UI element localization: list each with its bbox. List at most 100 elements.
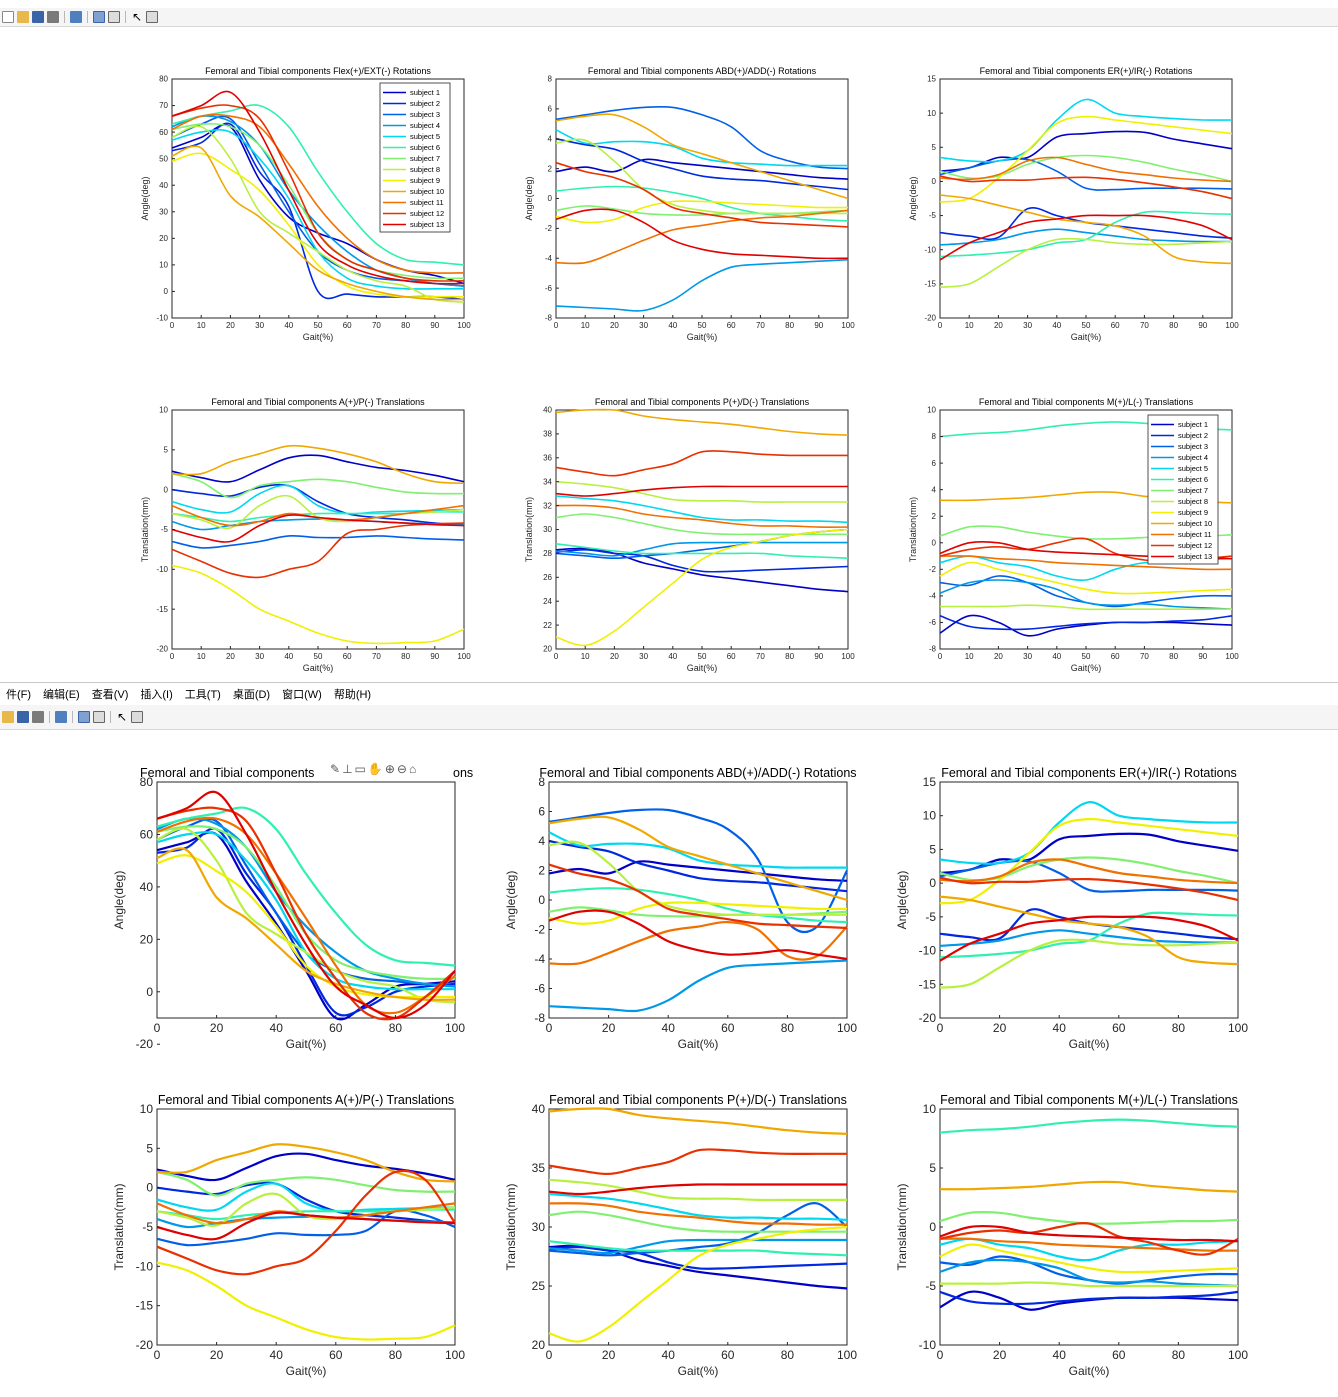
series-line-10: [939, 895, 1239, 966]
zoom-out-icon[interactable]: ⊖: [396, 762, 407, 776]
series-line-8: [171, 125, 465, 303]
print-icon[interactable]: [47, 11, 59, 23]
series-line-4: [555, 541, 848, 557]
series-line-2: [555, 548, 849, 573]
series-line-6: [548, 1240, 848, 1257]
menu-window[interactable]: 窗口(W): [282, 689, 322, 701]
chart-title: Femoral and Tibial components P(+)/D(-) …: [549, 1093, 847, 1107]
figure-window-top: ↖ 0 10 20 30 40 50 60 70 80 90 100 -10 0 10 20 30 40 50 60…: [0, 0, 1338, 682]
series-line-5: [156, 1182, 456, 1213]
open-icon[interactable]: [17, 11, 29, 23]
menu-help[interactable]: 帮助(H): [333, 689, 372, 701]
toolbar-separator: [64, 11, 65, 23]
series-line-13: [555, 208, 849, 260]
home-icon[interactable]: ⌂: [408, 762, 417, 776]
legend-entry-13: subject 13: [1178, 552, 1212, 561]
y-tick-label: 28: [543, 549, 552, 558]
link-icon[interactable]: [55, 711, 67, 723]
pointer-icon[interactable]: ↖: [131, 10, 143, 24]
series-line-7: [156, 1170, 456, 1197]
x-tick-label: 0: [154, 1348, 161, 1362]
y-tick-label: -4: [534, 952, 545, 966]
x-axis-label: Gait(%): [1071, 663, 1102, 673]
series-line-9: [555, 528, 849, 647]
series-line-9: [171, 564, 465, 645]
colorbar-icon[interactable]: [93, 11, 105, 23]
series-line-2: [548, 1245, 848, 1270]
y-tick-label: 0: [929, 1220, 936, 1234]
legend-icon[interactable]: [108, 11, 120, 23]
chart-5: 0 20 40 60 80 100 -10 -5 0 5 10 Gait(%) Translation(…: [895, 1093, 1248, 1378]
x-tick-label: 40: [1053, 1348, 1067, 1362]
series-line-8: [939, 938, 1239, 989]
x-tick-label: 20: [210, 1021, 224, 1035]
legend-icon[interactable]: [93, 711, 105, 723]
y-axis-label: Angle(deg): [908, 176, 918, 220]
x-tick-label: 80: [1169, 652, 1178, 661]
chart-3: 0 10 20 30 40 50 60 70 80 90 100 -20 -15 -10 -5 0 5 10 Gai…: [140, 397, 471, 673]
x-axis-label: Gait(%): [286, 1364, 327, 1378]
zoom-region-icon[interactable]: ▭: [354, 762, 366, 776]
x-tick-label: 30: [1023, 321, 1032, 330]
x-tick-label: 30: [1023, 652, 1032, 661]
open-icon[interactable]: [2, 711, 14, 723]
x-tick-label: 100: [1225, 652, 1239, 661]
print-icon[interactable]: [32, 711, 44, 723]
property-editor-icon[interactable]: [131, 711, 143, 723]
series-line-9: [939, 1243, 1239, 1274]
zoom-in-icon[interactable]: ⊕: [384, 762, 395, 776]
series-line-1: [939, 614, 1233, 637]
plot-area: [548, 1108, 848, 1346]
y-axis-label: Translation(mm): [895, 1184, 909, 1271]
plot-area: [555, 409, 849, 650]
y-tick-label: 10: [923, 809, 937, 823]
brush-icon[interactable]: ✎: [330, 762, 341, 776]
link-icon[interactable]: [70, 11, 82, 23]
x-tick-label: 30: [639, 652, 648, 661]
series-line-3: [555, 105, 849, 170]
y-tick-label: -20: [136, 1037, 154, 1051]
toolbar-separator: [110, 711, 111, 723]
series-line-10: [555, 408, 849, 436]
menu-insert[interactable]: 插入(I): [140, 689, 173, 701]
y-tick-label: -15: [136, 1299, 154, 1313]
colorbar-icon[interactable]: [78, 711, 90, 723]
pointer-icon[interactable]: ↖: [116, 710, 128, 724]
series-line-13: [939, 915, 1239, 962]
save-icon[interactable]: [17, 711, 29, 723]
pan-icon[interactable]: ✋: [367, 762, 383, 776]
menu-view[interactable]: 查看(V): [91, 689, 129, 701]
series-line-12: [555, 161, 849, 228]
y-tick-label: 8: [538, 775, 545, 789]
menu-tools[interactable]: 工具(T): [184, 689, 221, 701]
y-tick-label: 26: [543, 573, 552, 582]
plot-area: [156, 1108, 456, 1346]
legend-entry-7: subject 7: [410, 154, 440, 163]
x-tick-label: 60: [329, 1348, 343, 1362]
new-icon[interactable]: [2, 11, 14, 23]
save-icon[interactable]: [32, 11, 44, 23]
x-tick-label: 90: [430, 652, 439, 661]
y-tick-label: -10: [924, 245, 936, 254]
data-tip-icon[interactable]: ⊥: [342, 762, 353, 776]
menu-file[interactable]: 件(F): [6, 689, 32, 701]
series-line-9: [939, 817, 1239, 905]
x-tick-label: 20: [210, 1348, 224, 1362]
y-tick-label: 0: [164, 287, 169, 296]
y-tick-label: 50: [159, 154, 168, 163]
x-tick-label: 20: [226, 652, 235, 661]
property-editor-icon[interactable]: [146, 11, 158, 23]
menu-desktop[interactable]: 桌面(D): [232, 689, 271, 701]
y-tick-label: 10: [159, 261, 168, 270]
y-tick-label: 20: [532, 1338, 546, 1352]
series-line-1: [939, 130, 1233, 172]
y-tick-label: -5: [925, 910, 936, 924]
x-tick-label: 100: [837, 1021, 857, 1035]
chart-1: 0 10 20 30 40 50 60 70 80 90 100 -8 -6 -4 -2 0 2 4 6 8 Gait(…: [524, 66, 855, 342]
x-tick-label: 0: [546, 1021, 553, 1035]
series-line-11: [939, 156, 1233, 183]
series-line-2: [939, 615, 1233, 631]
y-tick-label: 5: [932, 143, 937, 152]
y-tick-label: 2: [932, 512, 937, 521]
menu-edit[interactable]: 编辑(E): [43, 689, 80, 701]
